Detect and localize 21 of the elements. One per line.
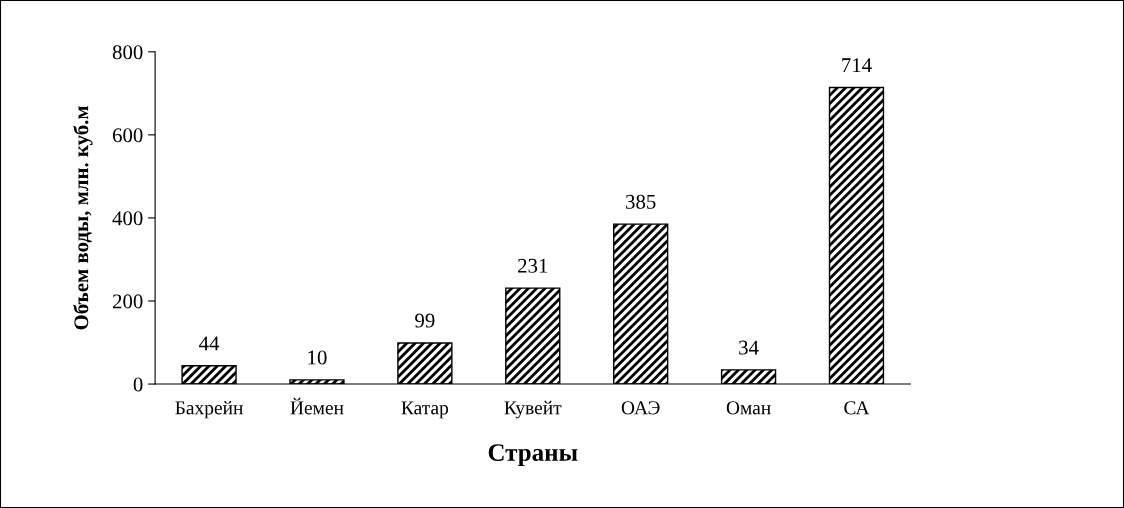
x-axis-title: Страны xyxy=(488,444,578,467)
data-label: 231 xyxy=(518,258,548,273)
y-tick-label: 0 xyxy=(133,377,143,392)
data-label: 714 xyxy=(842,58,872,72)
data-label: 99 xyxy=(415,313,435,328)
data-label: 44 xyxy=(199,336,220,351)
x-tick-label: Кувейт xyxy=(504,400,562,419)
y-tick-label: 400 xyxy=(112,211,143,226)
y-tick-label: 200 xyxy=(112,294,143,309)
data-label: 34 xyxy=(739,340,759,355)
y-tick-label: 600 xyxy=(112,128,143,143)
y-axis-title: Объем воды, млн. куб.м xyxy=(73,106,93,330)
x-tick-label: Катар xyxy=(401,401,449,419)
x-tick-label: Оман xyxy=(726,401,771,415)
x-tick-label: СА xyxy=(844,401,870,415)
y-tick-label: 800 xyxy=(112,45,143,60)
x-tick-label: Бахрейн xyxy=(175,400,243,419)
x-tick-label: Йемен xyxy=(290,397,344,415)
x-tick-label: ОАЭ xyxy=(621,401,660,415)
data-label: 10 xyxy=(308,350,327,365)
data-label: 385 xyxy=(626,194,656,209)
